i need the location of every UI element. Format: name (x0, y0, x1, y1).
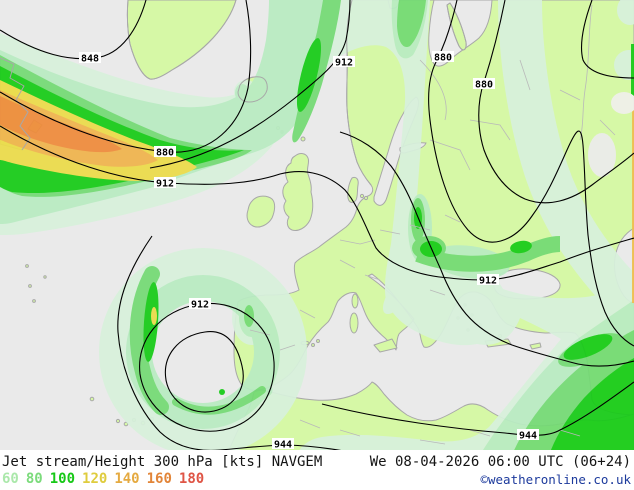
contour-label-912: 912 (479, 276, 497, 287)
contour-label-box (473, 78, 495, 89)
contour-label-box (517, 429, 539, 440)
copyright-text: ©weatheronline.co.uk (480, 472, 631, 487)
legend-value-120: 120 (82, 471, 108, 487)
contour-label-box (79, 52, 101, 63)
map-datetime: We 08-04-2026 06:00 UTC (06+24) (369, 454, 631, 470)
contour-label-box (189, 298, 211, 309)
contour-label-box (154, 146, 176, 157)
legend-value-80: 80 (25, 471, 43, 487)
contour-ridge-ne (581, 0, 634, 79)
contour-label-box (477, 274, 499, 285)
jetstream-map: 848 880 912 912 880 880 912 912 944 944 (0, 0, 634, 450)
shade-orange2 (0, 96, 122, 153)
land-madeira (89, 396, 95, 402)
contour-label-box (432, 51, 454, 62)
land-sardinia (349, 312, 359, 334)
shade-edge-strip-green (631, 44, 634, 110)
jet-shading (0, 0, 634, 450)
contour-labels: 848 880 912 912 880 880 912 912 944 944 (79, 51, 539, 450)
footer-row-1: Jet stream/Height 300 hPa [kts] NAVGEM W… (0, 454, 634, 470)
contour-944-west (117, 235, 342, 450)
contour-label-880: 880 (475, 80, 493, 91)
legend-value-180: 180 (178, 471, 205, 487)
legend-value-60: 60 (2, 471, 19, 487)
footer-row-2: 60 80 100 120 140 160 180 ©weatheronline.co.uk (0, 471, 634, 488)
footer-bar: Jet stream/Height 300 hPa [kts] NAVGEM W… (0, 450, 634, 490)
legend-value-160: 160 (146, 471, 172, 487)
coastline-overlay (0, 0, 616, 445)
contour-unlabeled-se (339, 131, 634, 367)
contour-label-944: 944 (274, 440, 292, 451)
contour-label-880: 880 (156, 148, 174, 159)
contour-label-912: 912 (156, 179, 174, 190)
shade-edge-strip-yellow (632, 108, 634, 303)
map-area: 848 880 912 912 880 880 912 912 944 944 (0, 0, 634, 450)
shade-corner-strong (550, 358, 634, 450)
legend-value-100: 100 (49, 471, 76, 487)
contour-label-912: 912 (191, 300, 209, 311)
land-ireland (246, 195, 276, 228)
contour-label-848: 848 (81, 54, 99, 65)
contour-label-box (272, 438, 294, 449)
wind-speed-legend: 60 80 100 120 140 160 180 (2, 471, 211, 487)
shade-low-ring-pale (99, 248, 307, 450)
land-cyprus (529, 342, 542, 350)
map-title: Jet stream/Height 300 hPa [kts] NAVGEM (2, 454, 323, 470)
land-azores (25, 264, 29, 268)
contour-label-880: 880 (434, 53, 452, 64)
contour-label-box (154, 177, 176, 188)
land-shetland (300, 136, 306, 142)
contour-880-trough-east (478, 0, 634, 204)
contour-low-inner (164, 331, 244, 413)
land-corsica (351, 293, 359, 309)
contour-label-944: 944 (519, 431, 537, 442)
contour-880-west (0, 0, 252, 153)
land-canaries (115, 418, 121, 424)
contour-912-norway (149, 0, 351, 169)
contour-label-box (333, 56, 355, 67)
contour-label-912: 912 (335, 58, 353, 69)
contour-880-trough-west (428, 0, 634, 347)
land-sicily (373, 338, 398, 353)
legend-value-140: 140 (114, 471, 140, 487)
land-great-britain (282, 153, 314, 231)
contour-912-low-outer (139, 302, 275, 432)
